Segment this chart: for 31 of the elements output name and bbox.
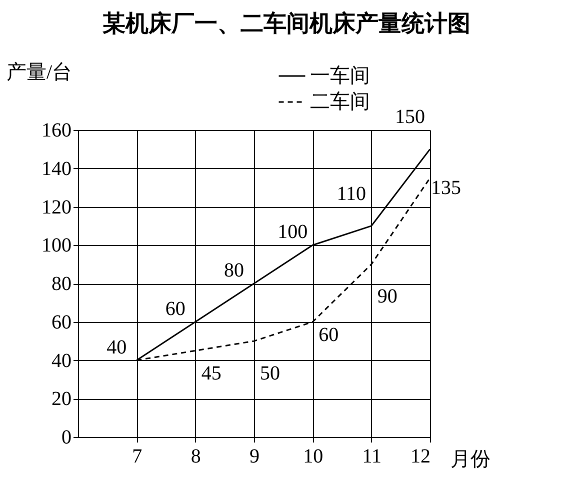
y-tick-label: 60 (52, 311, 72, 334)
y-tick-label: 160 (42, 120, 72, 142)
y-tick-label: 40 (52, 350, 72, 372)
x-tick-label: 7 (132, 446, 142, 468)
data-label: 60 (318, 324, 339, 346)
data-label: 60 (165, 298, 186, 320)
data-label: 80 (224, 260, 244, 282)
x-tick-label: 8 (190, 446, 201, 468)
y-tick-label: 0 (62, 426, 72, 448)
data-label: 45 (201, 362, 222, 384)
data-label: 100 (278, 221, 308, 244)
legend-label: 一车间 (310, 65, 370, 87)
y-tick-label: 20 (52, 388, 72, 410)
data-label: 135 (431, 176, 461, 199)
x-tick-label: 9 (250, 446, 260, 468)
y-tick-label: 120 (42, 196, 72, 218)
x-tick-label: 11 (362, 446, 382, 468)
x-axis-title: 月份 (450, 448, 490, 470)
data-label: 40 (106, 336, 127, 358)
data-label: 90 (377, 286, 398, 308)
x-tick-label: 12 (410, 446, 430, 468)
legend-label: 二车间 (310, 91, 370, 113)
data-label: 150 (395, 106, 425, 128)
data-label: 110 (336, 182, 366, 205)
y-axis-title: 产量/台 (6, 62, 72, 84)
chart-title: 某机床厂一、二车间机床产量统计图 (102, 10, 472, 39)
y-tick-label: 140 (42, 158, 72, 180)
y-tick-label: 100 (42, 234, 72, 257)
x-tick-label: 10 (303, 446, 324, 468)
data-label: 50 (260, 362, 280, 384)
y-tick-label: 80 (52, 273, 72, 295)
